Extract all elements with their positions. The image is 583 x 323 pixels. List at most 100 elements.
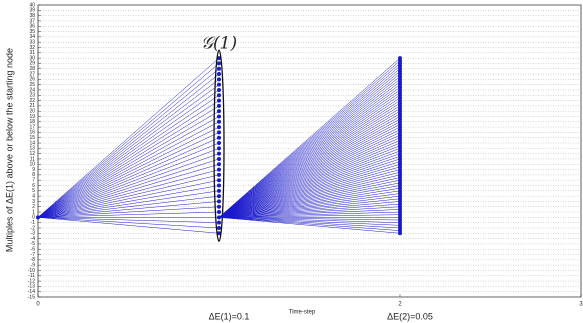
plot-frame [37,4,582,298]
edge [218,211,401,218]
edge [218,140,401,218]
edge [37,89,220,218]
y-tick-label: 39 [29,8,35,14]
y-tick-label: -1 [31,220,36,226]
edge [218,81,401,218]
edge [218,203,401,218]
y-tick-label: -3 [31,231,36,237]
y-tick-label: -15 [28,294,35,300]
edge [218,84,401,218]
y-tick-label: 12 [29,151,35,157]
y-tick-label: 11 [30,156,35,162]
y-tick-label: 37 [29,18,35,24]
y-tick-label: 24 [29,87,35,93]
group-label: 𝒢(1) [201,34,237,54]
edge [37,169,220,218]
edge [218,87,401,218]
edge [218,214,401,218]
y-tick-label: 29 [29,61,35,67]
node [217,141,221,146]
edge [218,124,401,218]
y-tick-label: 21 [29,103,35,109]
edge [218,103,401,218]
edge [218,217,401,229]
y-tick-label: 16 [29,130,35,136]
x-tick-label: 3 [579,302,583,308]
edge [218,193,401,218]
edge [218,110,401,218]
edge [218,71,401,218]
y-tick-label: 3 [32,199,35,205]
edge [218,148,401,218]
edge [37,57,220,218]
node [217,146,221,151]
edge [218,169,401,218]
node [217,87,221,92]
edge [37,158,220,218]
edge [37,217,220,229]
edge [218,217,401,221]
edge [218,174,401,218]
y-tick-label: -2 [31,225,36,231]
edge [37,100,220,218]
edge [218,217,401,234]
level-label: ΔE(1)=0.1 [209,311,250,321]
edge [218,100,401,218]
y-tick-label: 33 [29,39,35,45]
node [217,162,221,167]
node [217,194,221,199]
edge [37,153,220,218]
edge [218,134,401,218]
edge [218,105,401,218]
edge [218,68,401,218]
edge [218,76,401,218]
y-tick-label: 19 [29,114,35,120]
edge [218,126,401,218]
y-tick-label: 38 [29,13,35,19]
y-tick-label: 27 [29,71,35,77]
y-tick-label: 40 [29,2,35,8]
y-tick-label: 9 [32,167,35,173]
edge [218,171,401,218]
edge [37,116,220,218]
edge [37,121,220,218]
y-tick-label: 1 [32,209,35,215]
node [217,119,221,124]
edge [218,166,401,218]
node [217,93,221,98]
edge [218,158,401,218]
edge [218,57,401,218]
node [217,183,221,188]
y-tick-label: -14 [28,289,35,295]
edge [218,116,401,218]
edge [37,217,220,223]
node [217,210,221,215]
node [217,98,221,103]
edge [37,63,220,218]
edge [218,198,401,218]
edge [37,206,220,218]
edge [218,190,401,218]
node [217,114,221,119]
edge [218,129,401,218]
node [217,125,221,130]
edge [218,217,401,231]
node [217,130,221,135]
edge [218,195,401,218]
edge [218,92,401,218]
node [217,167,221,172]
y-tick-label: 10 [29,162,35,168]
node [217,225,221,230]
edge [37,79,220,218]
node [217,220,221,225]
edge [37,195,220,218]
edge [218,150,401,218]
edge [37,164,220,218]
edge [37,217,220,234]
edge [218,153,401,218]
edge [218,161,401,218]
y-tick-label: 36 [29,24,35,30]
edge [37,174,220,218]
x-tick-label: 2 [398,302,402,308]
